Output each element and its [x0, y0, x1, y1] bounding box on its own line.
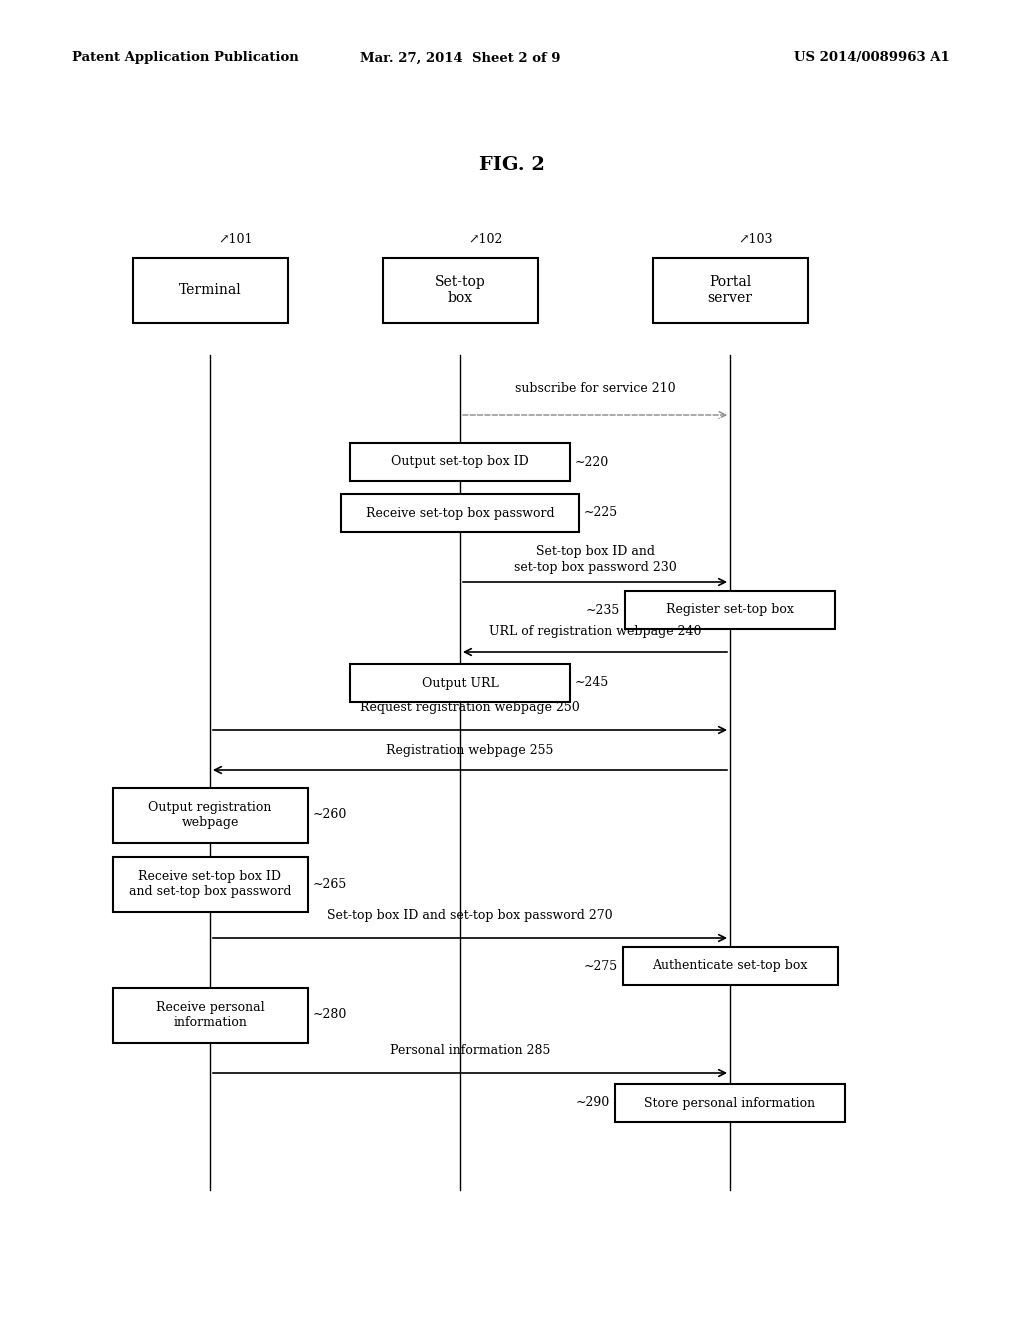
- Text: ∼280: ∼280: [312, 1008, 347, 1022]
- Bar: [113, 857, 307, 912]
- Bar: [132, 257, 288, 322]
- Text: Patent Application Publication: Patent Application Publication: [72, 51, 299, 65]
- Text: Output registration
webpage: Output registration webpage: [148, 801, 271, 829]
- Bar: [113, 788, 307, 842]
- Text: ∼290: ∼290: [575, 1097, 610, 1110]
- Text: ∼265: ∼265: [312, 878, 347, 891]
- Text: Receive set-top box ID
and set-top box password: Receive set-top box ID and set-top box p…: [129, 870, 291, 898]
- Text: ∼225: ∼225: [584, 507, 618, 520]
- Bar: [615, 1084, 845, 1122]
- Text: ↗102: ↗102: [468, 234, 503, 246]
- Text: Set-top box ID and: Set-top box ID and: [536, 545, 654, 558]
- Text: subscribe for service 210: subscribe for service 210: [515, 381, 675, 395]
- Bar: [652, 257, 808, 322]
- Text: Mar. 27, 2014  Sheet 2 of 9: Mar. 27, 2014 Sheet 2 of 9: [359, 51, 560, 65]
- Text: Authenticate set-top box: Authenticate set-top box: [652, 960, 808, 973]
- Text: ∼235: ∼235: [586, 603, 620, 616]
- Text: Store personal information: Store personal information: [644, 1097, 815, 1110]
- Text: Receive personal
information: Receive personal information: [156, 1001, 264, 1030]
- Text: Set-top box ID and set-top box password 270: Set-top box ID and set-top box password …: [328, 909, 612, 921]
- Text: ↗103: ↗103: [738, 234, 772, 246]
- Text: Register set-top box: Register set-top box: [666, 603, 794, 616]
- Bar: [350, 664, 570, 702]
- Bar: [625, 591, 835, 630]
- Text: ∼245: ∼245: [575, 676, 609, 689]
- Text: Receive set-top box password: Receive set-top box password: [366, 507, 554, 520]
- Bar: [350, 444, 570, 480]
- Text: US 2014/0089963 A1: US 2014/0089963 A1: [795, 51, 950, 65]
- Text: Output set-top box ID: Output set-top box ID: [391, 455, 528, 469]
- Bar: [383, 257, 538, 322]
- Text: Registration webpage 255: Registration webpage 255: [386, 744, 554, 756]
- Text: Personal information 285: Personal information 285: [390, 1044, 550, 1057]
- Text: ∼220: ∼220: [575, 455, 609, 469]
- Text: Set-top
box: Set-top box: [434, 275, 485, 305]
- Bar: [113, 987, 307, 1043]
- Bar: [623, 946, 838, 985]
- Text: Portal
server: Portal server: [708, 275, 753, 305]
- Text: Output URL: Output URL: [422, 676, 499, 689]
- Text: ∼260: ∼260: [312, 808, 347, 821]
- Text: ∼275: ∼275: [584, 960, 617, 973]
- Text: Terminal: Terminal: [178, 282, 242, 297]
- Text: FIG. 2: FIG. 2: [479, 156, 545, 174]
- Text: ↗101: ↗101: [218, 234, 253, 246]
- Text: Request registration webpage 250: Request registration webpage 250: [360, 701, 580, 714]
- Text: URL of registration webpage 240: URL of registration webpage 240: [488, 624, 701, 638]
- Text: set-top box password 230: set-top box password 230: [514, 561, 677, 574]
- Bar: [341, 494, 579, 532]
